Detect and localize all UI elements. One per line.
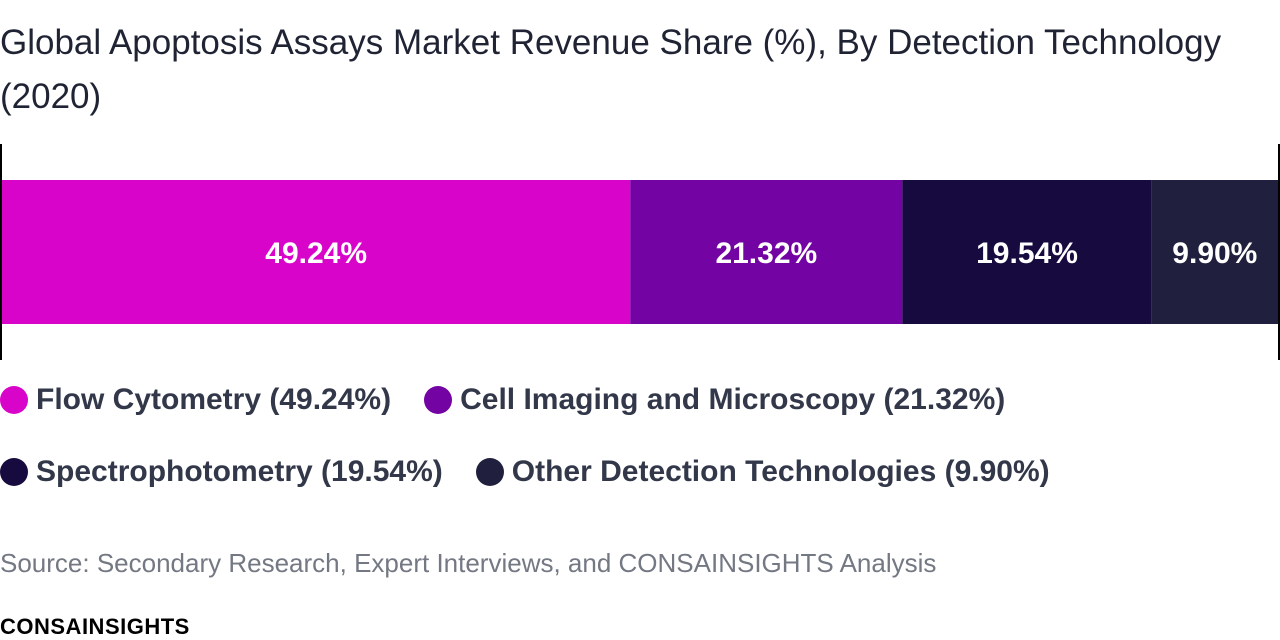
bar-segment-2[interactable]	[630, 180, 903, 324]
legend-swatch-cell-imaging	[424, 386, 453, 414]
legend-label: Flow Cytometry (49.24%)	[36, 383, 392, 416]
bar-data-label-4: 9.90%	[1172, 237, 1257, 270]
legend-item-flow-cytometry[interactable]: Flow Cytometry (49.24%)	[0, 382, 391, 418]
legend-item-spectrophotometry[interactable]: Spectrophotometry (19.54%)	[0, 454, 443, 490]
bar-segment-1[interactable]	[2, 180, 631, 324]
legend-item-cell-imaging[interactable]: Cell Imaging and Microscopy (21.32%)	[424, 382, 1005, 418]
brand-logo-text: CONSAINSIGHTS	[0, 614, 190, 639]
bar-data-label-1: 49.24%	[265, 237, 367, 270]
legend-swatch-flow-cytometry	[0, 386, 28, 414]
legend-swatch-spectrophotometry	[0, 458, 28, 486]
legend-label: Other Detection Technologies (9.90%)	[511, 455, 1050, 488]
legend-item-other-detection[interactable]: Other Detection Technologies (9.90%)	[475, 454, 1050, 490]
bar-segment-3[interactable]	[902, 180, 1152, 324]
legend-label: Cell Imaging and Microscopy (21.32%)	[460, 383, 1006, 416]
bar-data-label-2: 21.32%	[715, 237, 817, 270]
bar-data-label-3: 19.54%	[976, 237, 1078, 270]
stacked-bar-chart: 49.24% 21.32% 19.54% 9.90%	[0, 144, 1280, 360]
bar-segment-4[interactable]	[1151, 180, 1278, 324]
legend: Flow Cytometry (49.24%) Cell Imaging and…	[0, 382, 1280, 490]
chart-title: Global Apoptosis Assays Market Revenue S…	[0, 23, 1222, 116]
legend-label: Spectrophotometry (19.54%)	[36, 455, 443, 488]
source-note: Source: Secondary Research, Expert Inter…	[0, 548, 937, 578]
legend-swatch-other-detection	[475, 458, 504, 486]
